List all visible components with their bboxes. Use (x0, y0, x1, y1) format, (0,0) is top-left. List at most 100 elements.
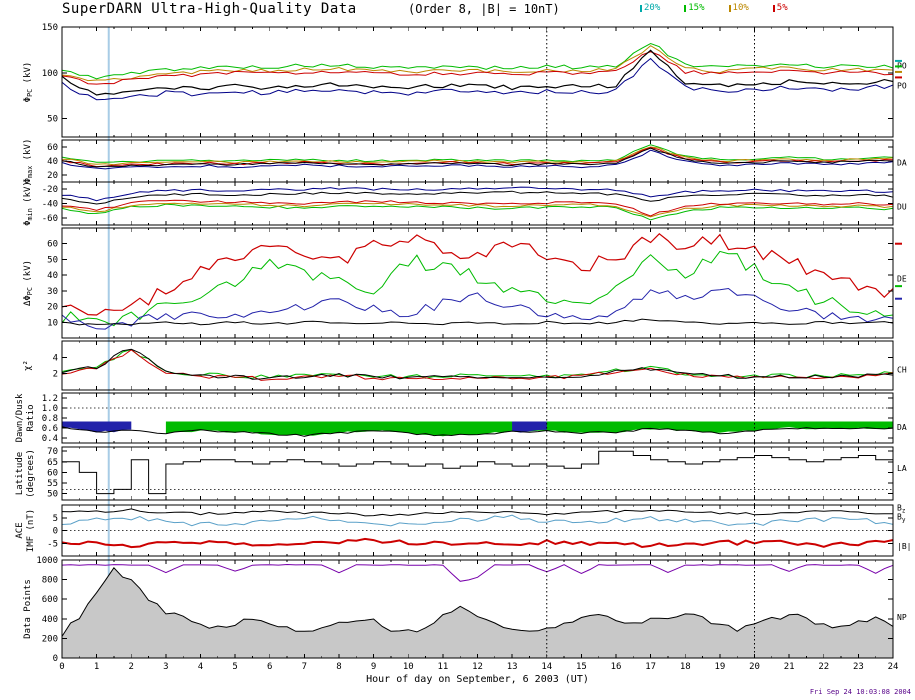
series-line-pot-black (61, 49, 894, 96)
series-line-min-green (61, 203, 894, 221)
ytick-label: 50 (47, 490, 58, 500)
series-fill-ratio-fill-blue (62, 421, 132, 433)
ylabel-chi-squared: χ² (23, 360, 33, 371)
ytick-label: 0.8 (42, 414, 58, 424)
ytick-label: 200 (42, 634, 58, 644)
right-label-polar-cap-potential: PO (897, 82, 907, 91)
x-tick-label: 9 (371, 662, 376, 672)
ytick-label: 800 (42, 576, 58, 586)
ylabel-phi-min: Φmin​ (kV) (23, 181, 34, 226)
ytick-label: 0.6 (42, 424, 58, 434)
series-line-dpc-black (61, 318, 894, 326)
x-tick-label: 19 (714, 662, 725, 672)
ylabel-latitude: Latitude (15, 452, 25, 495)
right-label-data-points: NP (897, 613, 907, 622)
series-line-chi-black (61, 348, 894, 380)
panel-box-dawn-dusk-ratio (61, 392, 894, 444)
right-label-delta-phi-pc: DE (897, 274, 907, 283)
ytick-label: 55 (47, 479, 58, 489)
series-line-min-red (61, 199, 894, 217)
ytick-label: 70 (47, 447, 58, 457)
panel-phi-min: -60 -40 -20 Φmin​ (kV) DU (23, 181, 907, 226)
percentile-legend: 20% 15% 10% 5% (640, 3, 788, 13)
ylabel-phi-max: Φmax​ (kV) (23, 139, 34, 184)
ytick-label: 0 (53, 654, 58, 664)
series-line-npoints-purple (61, 563, 894, 582)
legend-label: 5% (776, 3, 788, 13)
series-line-dpc-green (61, 250, 894, 327)
legend-tick-icon (772, 4, 775, 12)
panel-box-polar-cap-potential (61, 26, 894, 138)
ytick-label: 4 (53, 353, 58, 363)
series-line-imf-by (61, 514, 894, 527)
series-line-chi-green (61, 349, 894, 380)
x-tick-label: 3 (163, 662, 168, 672)
panel-box-chi-squared (61, 340, 894, 391)
ylabel-delta-phi-pc: ΔΦPC​ (kV) (23, 260, 34, 306)
ylabel-dawn-dusk-ratio: Dawn/Dusk (15, 393, 25, 442)
x-tick-label: 6 (267, 662, 272, 672)
panel-phi-max: 20 40 60 Φmax​ (kV) DA (23, 139, 907, 184)
timestamp: Fri Sep 24 10:03:08 2004 (809, 688, 911, 696)
x-tick-label: 5 (232, 662, 237, 672)
legend-tick-icon (728, 4, 731, 12)
x-tick-label: 23 (853, 662, 864, 672)
x-tick-label: 12 (472, 662, 483, 672)
ytick-label: 50 (47, 255, 58, 265)
x-tick-label: 4 (198, 662, 203, 672)
ytick-label: 1.0 (42, 404, 58, 414)
series-line-min-orange (61, 202, 894, 218)
x-tick-label: 18 (680, 662, 691, 672)
x-tick-label: 7 (302, 662, 307, 672)
ytick-label: 150 (42, 23, 58, 33)
ylabel-ace-imf: IMF (nT) (26, 509, 36, 552)
x-tick-label: 15 (576, 662, 587, 672)
page-title: SuperDARN Ultra-High-Quality Data (62, 1, 357, 17)
ylabel-polar-cap-potential: ΦPC​ (kV) (23, 62, 34, 103)
plot-subtitle: (Order 8, |B| = 10nT) (408, 2, 560, 16)
x-tick-label: 17 (645, 662, 656, 672)
ytick-label: -20 (42, 185, 58, 195)
right-label-ace-imf: Bz​ (897, 504, 906, 515)
ytick-label: -40 (42, 200, 58, 210)
ytick-label: 10 (47, 318, 58, 328)
ylabel-data-points: Data Points (23, 579, 33, 639)
right-label-phi-max: DA (897, 158, 907, 167)
series-line-dpc-red (61, 232, 894, 316)
legend-label: 10% (732, 3, 749, 13)
series-fill-ratio-fill-blue (512, 421, 547, 433)
ytick-label: 40 (47, 271, 58, 281)
ytick-label: 100 (42, 69, 58, 79)
panel-chi-squared: 2 4 χ² CH (23, 340, 907, 391)
ytick-label: 2 (53, 370, 58, 380)
right-label-ace-imf: |B| (897, 542, 911, 551)
legend-item: 15% (684, 3, 705, 13)
x-tick-label: 2 (129, 662, 134, 672)
x-tick-label: 22 (818, 662, 829, 672)
legend-label: 15% (688, 3, 705, 13)
right-label-chi-squared: CH (897, 366, 907, 375)
series-line-min-black (61, 190, 894, 205)
right-label-phi-min: DU (897, 202, 907, 211)
x-tick-label: 11 (437, 662, 448, 672)
ytick-label: 1.2 (42, 394, 58, 404)
series-line-pot-green (61, 42, 894, 80)
ytick-label: 30 (47, 287, 58, 297)
legend-tick-icon (684, 4, 687, 12)
ytick-label: 60 (47, 143, 58, 153)
ytick-label: 400 (42, 615, 58, 625)
series-line-max-black (61, 147, 894, 168)
x-tick-label: 10 (403, 662, 414, 672)
legend-tick-icon (640, 4, 642, 12)
series-fill-npoints-area (62, 567, 893, 658)
ytick-label: 600 (42, 595, 58, 605)
ylabel-ace-imf: ACE (15, 522, 25, 538)
ytick-label: -60 (42, 214, 58, 224)
x-tick-label: 1 (94, 662, 99, 672)
ylabel-dawn-dusk-ratio: Ratio (26, 404, 36, 431)
ytick-label: 50 (47, 115, 58, 125)
ytick-label: 0.4 (42, 434, 58, 444)
